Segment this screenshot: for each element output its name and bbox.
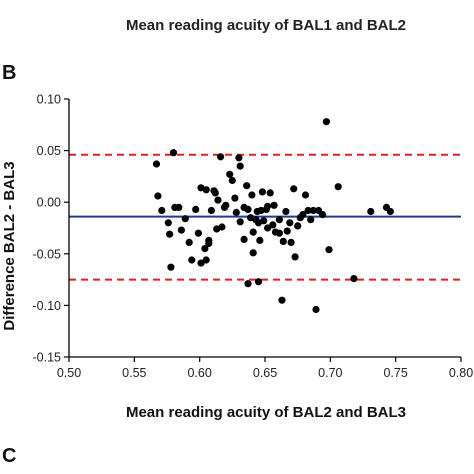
data-point: [194, 229, 202, 237]
data-point: [286, 219, 294, 227]
data-point: [240, 235, 248, 243]
data-point: [312, 305, 320, 314]
x-tick-label: 0.65: [253, 366, 277, 380]
data-point: [236, 218, 244, 226]
x-tick-label: 0.55: [122, 366, 146, 380]
y-tick-label: -0.10: [33, 299, 62, 313]
data-point: [158, 206, 166, 215]
x-tick-label: 0.50: [57, 366, 81, 380]
data-point: [244, 205, 252, 213]
y-tick-label: -0.05: [33, 247, 62, 261]
data-point: [207, 206, 215, 215]
data-point: [254, 278, 263, 286]
data-point: [243, 182, 251, 190]
data-point: [290, 185, 298, 193]
x-tick-label: 0.60: [187, 366, 211, 380]
data-point: [249, 249, 257, 257]
data-point: [322, 118, 330, 126]
data-point: [235, 154, 243, 162]
y-tick-label: 0.10: [37, 93, 61, 107]
data-point: [269, 221, 277, 229]
data-point: [218, 223, 226, 231]
data-point: [264, 224, 272, 232]
data-point: [175, 203, 183, 211]
data-point: [231, 194, 239, 202]
data-point: [181, 215, 189, 223]
data-point: [299, 211, 307, 219]
data-point: [202, 186, 210, 194]
data-point: [201, 245, 209, 253]
data-point: [236, 162, 244, 170]
data-point: [283, 227, 291, 235]
data-point: [202, 256, 210, 264]
data-point: [278, 296, 286, 304]
x-tick-label: 0.75: [383, 366, 407, 380]
panel-label-b: B: [2, 62, 16, 84]
data-point: [249, 228, 257, 236]
panel-label-c: C: [2, 445, 16, 467]
x-axis-label: Mean reading acuity of BAL2 and BAL3: [126, 404, 406, 421]
data-point: [185, 238, 193, 246]
data-point: [258, 188, 266, 196]
data-point: [211, 189, 219, 197]
top-caption: Mean reading acuity of BAL1 and BAL2: [126, 17, 406, 34]
data-point: [228, 176, 236, 185]
data-point: [152, 160, 161, 168]
data-point: [270, 201, 278, 209]
data-point: [334, 183, 342, 191]
data-point: [226, 170, 234, 178]
data-point: [282, 207, 290, 216]
data-point: [386, 207, 394, 216]
data-point: [244, 280, 252, 288]
data-point: [167, 263, 175, 271]
y-axis-label: Difference BAL2 - BAL3: [1, 161, 18, 330]
data-point: [214, 196, 222, 204]
y-tick-label: 0.05: [37, 144, 61, 158]
data-point: [169, 149, 178, 157]
data-point: [192, 205, 200, 213]
data-point: [266, 189, 274, 197]
data-point: [154, 192, 162, 200]
data-point: [197, 259, 205, 267]
data-point: [205, 236, 213, 244]
data-point: [177, 226, 185, 234]
data-point: [264, 202, 272, 210]
data-point: [256, 236, 264, 244]
data-point: [307, 216, 315, 224]
y-tick-label: -0.15: [33, 351, 62, 365]
data-point: [287, 238, 295, 246]
data-point: [232, 208, 240, 217]
data-point: [166, 230, 174, 238]
data-point: [217, 153, 225, 161]
data-point: [367, 207, 375, 216]
data-point: [279, 237, 287, 245]
data-point: [309, 206, 317, 215]
data-point: [260, 217, 268, 225]
data-point: [350, 275, 358, 283]
y-tick-label: 0.00: [37, 196, 61, 210]
data-point: [294, 222, 302, 230]
data-point: [291, 253, 299, 261]
data-point: [275, 216, 283, 224]
data-point: [318, 211, 327, 219]
data-point: [222, 201, 230, 209]
data-point: [164, 219, 172, 227]
data-point: [301, 191, 310, 199]
data-point: [248, 191, 256, 199]
data-point: [304, 206, 312, 215]
data-point: [188, 256, 196, 264]
data-point: [275, 229, 283, 237]
data-point: [325, 246, 333, 254]
x-tick-label: 0.70: [318, 366, 342, 380]
scatter-plot: 0.50 0.55 0.60 0.65 0.70 0.75 0.80 0.10 0.05 0.00…: [33, 93, 474, 381]
x-tick-label: 0.80: [449, 366, 473, 380]
